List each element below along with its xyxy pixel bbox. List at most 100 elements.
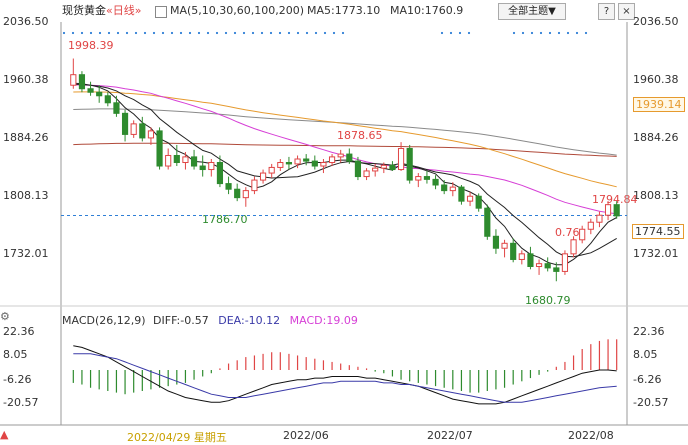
- macd-tick-right: -6.26: [633, 373, 662, 386]
- candle-body: [510, 242, 517, 260]
- event-marker: [332, 31, 336, 35]
- event-marker: [449, 31, 453, 35]
- candle-body: [475, 195, 482, 209]
- date-label-cursor: 2022/04/29 星期五: [127, 431, 227, 444]
- ma200-line: [73, 142, 617, 157]
- candle-body: [337, 153, 344, 158]
- event-marker: [206, 31, 210, 35]
- event-marker: [179, 31, 183, 35]
- macd-diff: DIFF:-0.57: [153, 314, 209, 327]
- event-marker: [215, 31, 219, 35]
- macd-dea: DEA:-10.12: [218, 314, 281, 327]
- candle-body: [242, 190, 249, 199]
- macd-tick-left: 22.36: [3, 325, 35, 338]
- candle-body: [484, 207, 491, 237]
- annotation-high: 1878.65: [337, 129, 383, 142]
- candle-body: [277, 162, 284, 168]
- close-button[interactable]: ×: [618, 3, 635, 20]
- event-marker: [575, 31, 579, 35]
- annotation-low: 1680.79: [525, 294, 571, 307]
- price-tick-left: 1808.13: [3, 189, 49, 202]
- macd-tick-left: -6.26: [3, 373, 32, 386]
- chart-header: 现货黄金«日线» MA(5,10,30,60,100,200) MA5:1773…: [0, 0, 688, 22]
- event-marker: [521, 31, 525, 35]
- candle-body: [173, 154, 180, 164]
- candle-body: [441, 184, 448, 192]
- candle-body: [561, 253, 569, 272]
- candle-body: [311, 160, 318, 167]
- candle-body: [156, 130, 163, 167]
- candle-body: [372, 167, 379, 172]
- candle-body: [328, 156, 336, 164]
- candle-body: [285, 162, 293, 165]
- event-marker: [80, 31, 84, 35]
- candle-body: [113, 102, 120, 114]
- candle-body: [596, 214, 603, 223]
- candle-body: [234, 188, 241, 199]
- event-marker: [539, 31, 543, 35]
- macd-tick-right: 22.36: [633, 325, 665, 338]
- price-tick-right: 1960.38: [633, 73, 679, 86]
- macd-diff-line: [73, 345, 617, 405]
- candle-body: [96, 91, 103, 97]
- event-marker: [440, 31, 444, 35]
- candle-body: [139, 123, 146, 139]
- candle-body: [354, 160, 362, 178]
- candle-body: [130, 123, 137, 135]
- event-marker: [305, 31, 309, 35]
- event-marker: [251, 31, 255, 35]
- macd-params[interactable]: MACD(26,12,9): [62, 314, 146, 327]
- event-marker: [242, 31, 246, 35]
- event-marker: [287, 31, 291, 35]
- event-marker: [341, 31, 345, 35]
- annotation-recent-low: 0.76: [555, 226, 580, 239]
- price-tick-left: 1884.26: [3, 131, 49, 144]
- candle-body: [423, 176, 431, 180]
- candle-body: [406, 147, 413, 181]
- event-marker: [143, 31, 147, 35]
- event-marker: [323, 31, 327, 35]
- topic-dropdown-button[interactable]: 全部主题▼: [498, 3, 566, 20]
- event-marker: [197, 31, 201, 35]
- candle-body: [466, 195, 474, 202]
- candle-body: [208, 162, 215, 171]
- event-marker: [224, 31, 228, 35]
- price-tick-left: 1732.01: [3, 247, 49, 260]
- candle-body: [190, 156, 198, 167]
- event-marker: [161, 31, 165, 35]
- candle-body: [389, 164, 396, 171]
- chart-type-icon[interactable]: ▲: [0, 428, 9, 441]
- macd-tick-right: 8.05: [633, 348, 658, 361]
- macd-tick-right: -20.57: [633, 396, 669, 409]
- candle-body: [199, 165, 206, 171]
- annotation-high: 1998.39: [68, 39, 114, 52]
- candle-body: [604, 204, 612, 216]
- candle-body: [587, 221, 594, 230]
- price-tick-left: 2036.50: [3, 15, 49, 28]
- ma-params-label[interactable]: MA(5,10,30,60,100,200): [170, 4, 305, 17]
- candle-body: [259, 172, 267, 181]
- ma-toggle-checkbox[interactable]: [155, 6, 167, 18]
- timeframe-label[interactable]: «日线»: [106, 4, 142, 17]
- candle-body: [415, 176, 422, 181]
- event-marker: [89, 31, 93, 35]
- candle-body: [303, 158, 310, 162]
- candle-body: [346, 153, 353, 162]
- event-marker: [71, 31, 75, 35]
- ma5-line: [73, 82, 617, 266]
- ma5-value: MA5:1773.10: [307, 4, 381, 17]
- candle-body: [104, 95, 111, 104]
- candle-body: [553, 267, 560, 272]
- price-tick-left: 1960.38: [3, 73, 49, 86]
- event-marker: [530, 31, 534, 35]
- candle-body: [492, 235, 500, 249]
- candle-body: [458, 186, 465, 202]
- price-tick-right: 2036.50: [633, 15, 679, 28]
- help-button[interactable]: ?: [598, 3, 615, 20]
- candle-body: [535, 263, 543, 267]
- event-marker: [584, 31, 588, 35]
- candle-body: [501, 242, 508, 249]
- settings-gear-icon[interactable]: ⚙: [0, 310, 10, 323]
- macd-tick-left: -20.57: [3, 396, 39, 409]
